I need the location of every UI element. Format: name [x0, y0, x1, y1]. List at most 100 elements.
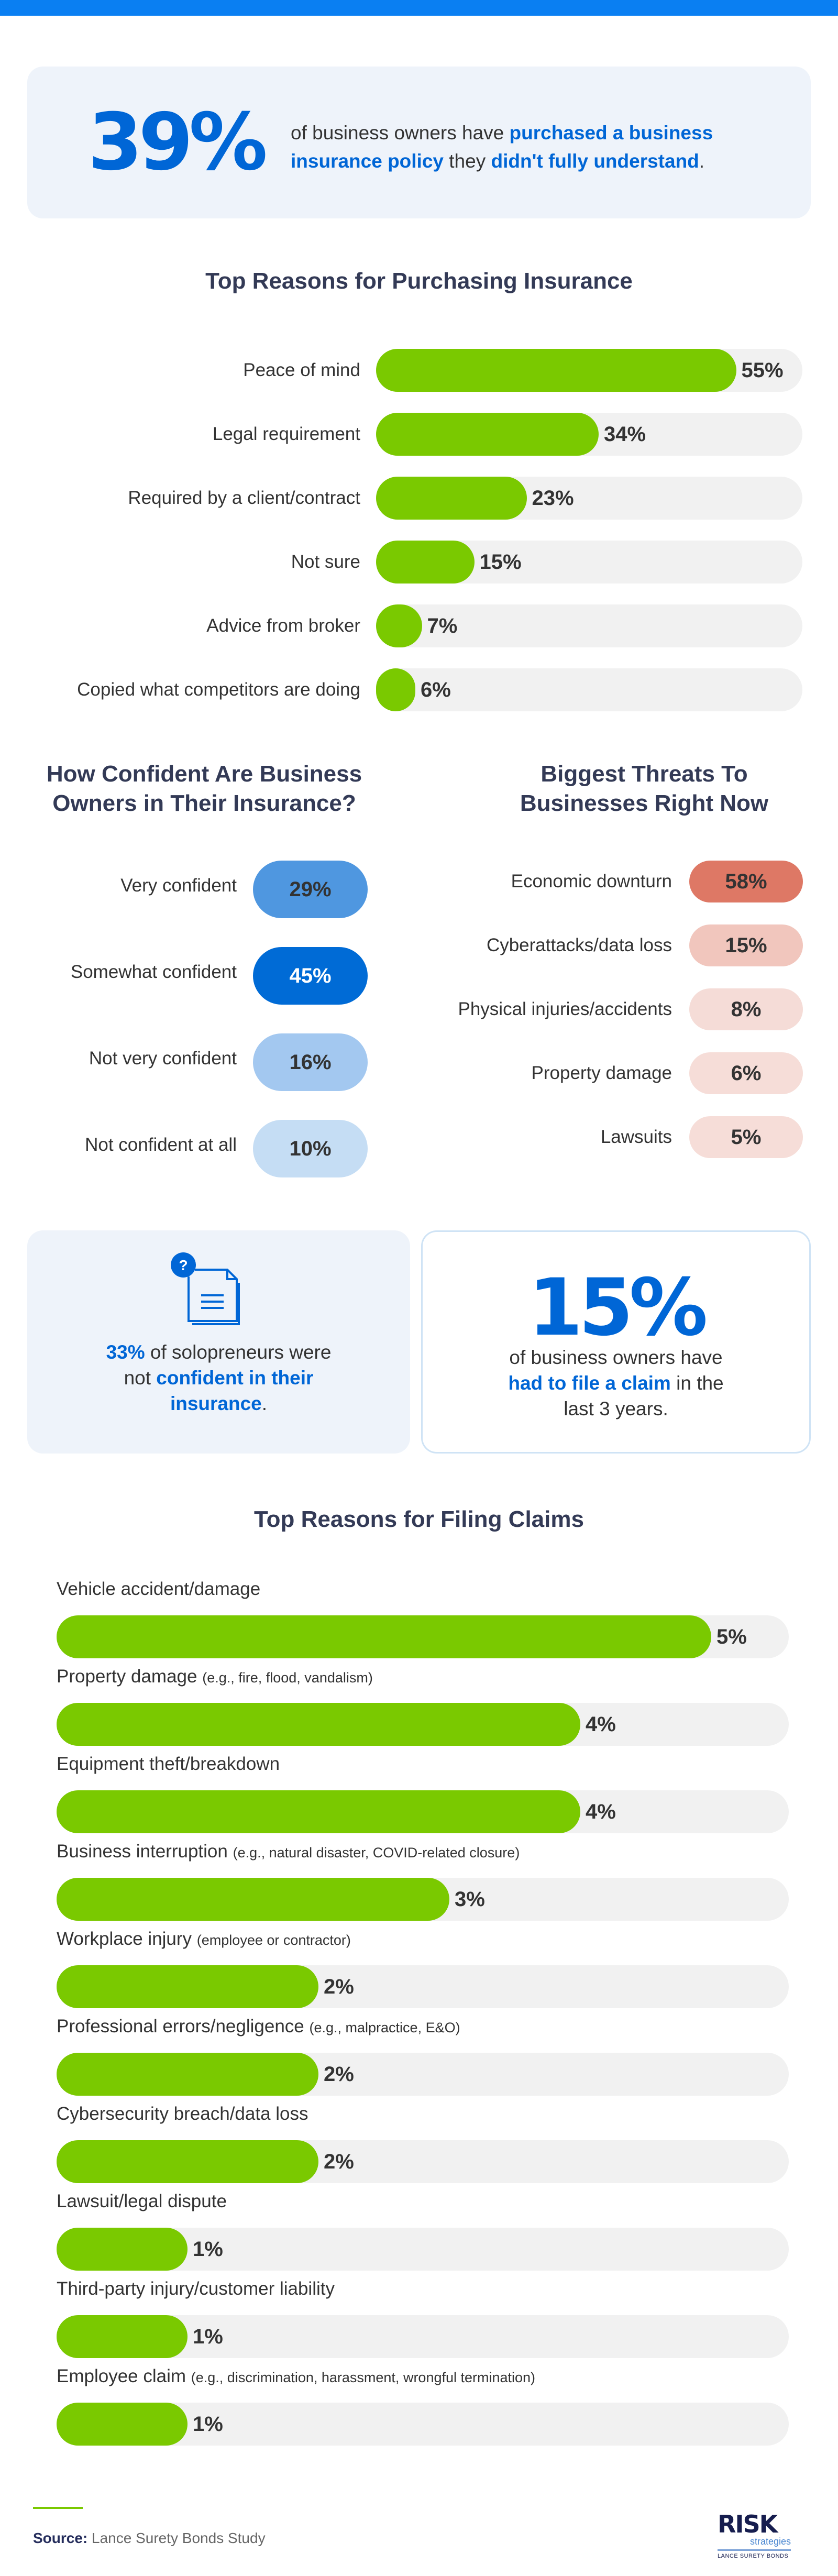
claim-label: Third-party injury/customer liability	[57, 2278, 335, 2299]
stat-text: last 3 years.	[564, 1398, 668, 1419]
bar-fill	[57, 2315, 188, 2358]
title-line: Businesses Right Now	[520, 790, 769, 816]
claim-label-note: (e.g., natural disaster, COVID-related c…	[233, 1845, 520, 1861]
stat-text: of business owners have	[291, 122, 510, 144]
bar-value-label: 5%	[716, 1625, 747, 1648]
logo-word: RISK	[718, 2510, 778, 2538]
bar-fill	[57, 2403, 188, 2446]
claim-label: Equipment theft/breakdown	[57, 1754, 280, 1775]
bar-fill	[376, 668, 415, 711]
claim-label-text: Employee claim	[57, 2366, 186, 2386]
bar-label: Required by a client/contract	[128, 488, 360, 508]
bar-track: 5%	[57, 1615, 789, 1658]
logo-rule	[718, 2549, 791, 2551]
stat-highlight: had to file a claim	[508, 1372, 671, 1394]
bar-value-label: 1%	[193, 2413, 223, 2436]
claim-label-text: Business interruption	[57, 1841, 228, 1862]
solopreneur-text: 33% of solopreneurs were not confident i…	[27, 1339, 410, 1416]
claim-label-note: (employee or contractor)	[196, 1932, 351, 1948]
confidence-label: Somewhat confident	[70, 962, 237, 982]
source-note: Source: Lance Surety Bonds Study	[33, 2530, 266, 2547]
bar-value-label: 55%	[741, 359, 784, 382]
stat-text: .	[261, 1393, 268, 1414]
confidence-pill: 45%	[253, 947, 368, 1005]
title-line: Biggest Threats To	[541, 761, 748, 787]
threat-label: Cyberattacks/data loss	[486, 935, 672, 955]
bar-value-label: 7%	[427, 614, 458, 637]
claims-chart-title: Top Reasons for Filing Claims	[254, 1506, 584, 1532]
solopreneur-card: ? 33% of solopreneurs were not confident…	[27, 1230, 410, 1454]
bar-fill	[57, 2140, 318, 2183]
claim-label: Professional errors/negligence (e.g., ma…	[57, 2016, 460, 2037]
claim-label-text: Cybersecurity breach/data loss	[57, 2104, 308, 2124]
claim-stat-card: 15% of business owners have had to file …	[421, 1230, 811, 1454]
stat-text: they	[444, 150, 491, 172]
stat-highlight: purchased a business insurance policy	[291, 122, 713, 172]
threat-pill: 6%	[689, 1052, 803, 1094]
bar-fill	[376, 541, 475, 584]
stat-39-number: 39%	[88, 97, 268, 188]
claim-label-text: Third-party injury/customer liability	[57, 2278, 335, 2299]
claim-label: Cybersecurity breach/data loss	[57, 2104, 308, 2124]
stat-highlight: 33%	[106, 1341, 145, 1363]
threat-pill: 15%	[689, 924, 803, 966]
bar-track: 7%	[376, 604, 802, 647]
threat-label: Property damage	[531, 1063, 672, 1083]
bar-fill	[57, 1790, 580, 1833]
bar-value-label: 1%	[193, 2238, 223, 2261]
claim-label: Workplace injury (employee or contractor…	[57, 1929, 351, 1950]
confidence-label: Not confident at all	[85, 1135, 237, 1155]
bar-value-label: 3%	[455, 1888, 485, 1911]
bar-fill	[376, 413, 599, 456]
threats-title: Biggest Threats To Businesses Right Now	[482, 759, 807, 818]
logo-sub: strategies	[749, 2536, 791, 2547]
threat-label: Physical injuries/accidents	[458, 999, 672, 1019]
stat-text: of solopreneurs were	[145, 1341, 332, 1363]
claim-label-note: (e.g., discrimination, harassment, wrong…	[191, 2370, 536, 2385]
top-accent-bar	[0, 0, 838, 16]
threat-pill: 5%	[689, 1116, 803, 1158]
confidence-pill: 16%	[253, 1033, 368, 1091]
bar-track: 34%	[376, 413, 802, 456]
source-text: Lance Surety Bonds Study	[87, 2530, 266, 2546]
bar-track: 4%	[57, 1703, 789, 1746]
claim-label-note: (e.g., fire, flood, vandalism)	[202, 1670, 373, 1686]
title-line: How Confident Are Business	[46, 761, 362, 787]
bar-label: Legal requirement	[212, 424, 360, 444]
bar-track: 2%	[57, 1965, 789, 2008]
bar-fill	[376, 604, 422, 647]
claim-label-text: Property damage	[57, 1666, 197, 1687]
bar-track: 1%	[57, 2315, 789, 2358]
claim-label: Lawsuit/legal dispute	[57, 2191, 227, 2212]
bar-track: 2%	[57, 2053, 789, 2096]
claim-label: Business interruption (e.g., natural dis…	[57, 1841, 520, 1862]
bar-track: 1%	[57, 2403, 789, 2446]
source-label: Source:	[33, 2530, 88, 2546]
stat-39-text: of business owners have purchased a busi…	[291, 119, 762, 175]
bar-fill	[57, 2228, 188, 2271]
bar-label: Advice from broker	[206, 615, 360, 636]
stat-text: .	[699, 150, 705, 172]
claim-label-note: (e.g., malpractice, E&O)	[309, 2020, 460, 2035]
bar-track: 15%	[376, 541, 802, 584]
bar-value-label: 2%	[324, 2150, 354, 2173]
claim-label-text: Equipment theft/breakdown	[57, 1754, 280, 1774]
threat-pill: 8%	[689, 988, 803, 1030]
bar-fill	[57, 1615, 711, 1658]
claim-label: Employee claim (e.g., discrimination, ha…	[57, 2366, 535, 2387]
confidence-label: Not very confident	[89, 1048, 237, 1069]
bar-fill	[376, 477, 527, 520]
bar-label: Not sure	[291, 552, 360, 572]
bar-value-label: 4%	[586, 1800, 616, 1823]
confidence-pill: 10%	[253, 1120, 368, 1177]
bar-fill	[57, 2053, 318, 2096]
bar-value-label: 15%	[479, 551, 522, 574]
bar-fill	[57, 1965, 318, 2008]
claim-label-text: Vehicle accident/damage	[57, 1579, 261, 1599]
bar-label: Peace of mind	[243, 360, 360, 380]
bar-track: 3%	[57, 1878, 789, 1921]
stat-highlight: confident in their	[156, 1367, 314, 1389]
stat-15-number: 15%	[528, 1262, 708, 1353]
confidence-title: How Confident Are Business Owners in Thei…	[42, 759, 367, 818]
bar-value-label: 4%	[586, 1713, 616, 1736]
